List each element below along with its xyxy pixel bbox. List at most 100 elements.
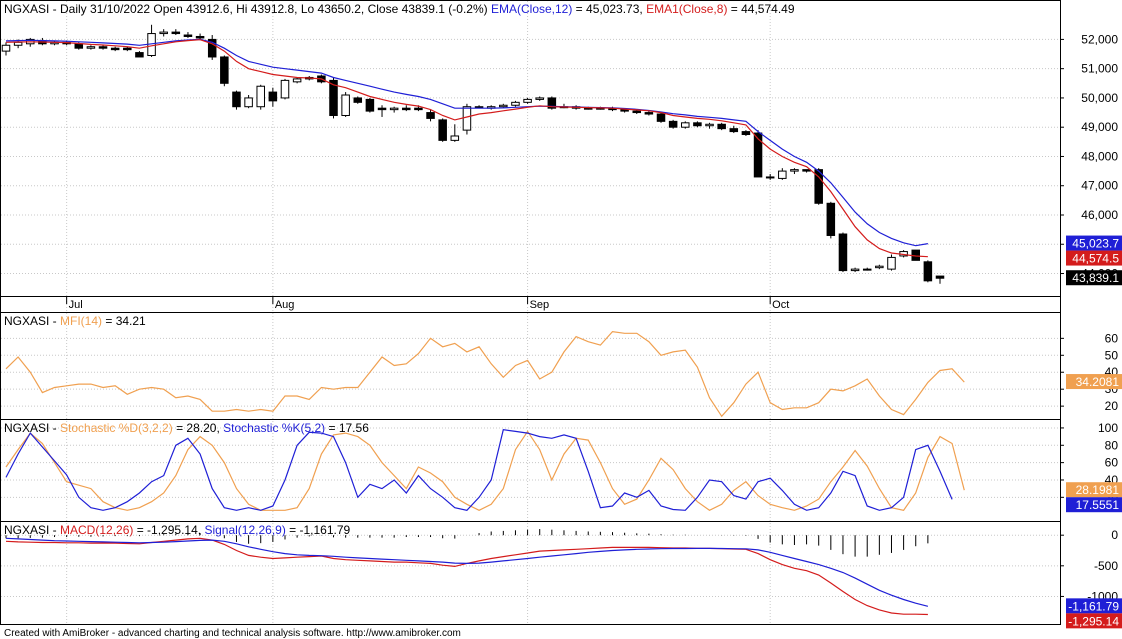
candle-down [426, 112, 435, 119]
stoch-k-line [5, 429, 953, 511]
title-part-2-1: Stochastic %D(3,2,2) [60, 421, 173, 435]
mfi-pane-title: NGXASI - MFI(14) = 34.21 [4, 314, 146, 328]
title-part-2-2: = 28.20, [173, 421, 223, 435]
signal-line [5, 537, 929, 607]
candle-up [159, 31, 168, 35]
candle-down [935, 275, 945, 279]
candle-down [135, 52, 144, 58]
last-value-label: 45,023.7 [1072, 237, 1119, 251]
candle-up [86, 46, 96, 49]
candle-down [826, 202, 836, 236]
candle-down [74, 43, 84, 49]
last-value-label: -1,295.14 [1068, 614, 1119, 628]
candle-down [632, 110, 642, 114]
candle-up [474, 106, 484, 109]
macd-pane-title: NGXASI - MACD(12,26) = -1,295.14, Signal… [4, 523, 351, 537]
candle-up [765, 176, 775, 179]
candle-up [389, 107, 399, 111]
y-tick-label: 52,000 [1081, 32, 1118, 46]
y-tick-label: -500 [1094, 559, 1118, 573]
ema8-line [5, 39, 928, 258]
last-value-label: -1,161.79 [1068, 599, 1119, 613]
title-part-1-1: MFI(14) [60, 314, 102, 328]
candle-down [547, 97, 557, 109]
candle-up [462, 106, 472, 131]
candle-down [923, 261, 933, 282]
candle-down [838, 233, 848, 272]
macd-pane-frame [0, 521, 1061, 625]
y-tick-label: 47,000 [1081, 179, 1118, 193]
candle-up [778, 170, 787, 179]
price-pane-frame [0, 0, 1061, 297]
last-value-label: 34.2081 [1076, 375, 1120, 389]
candle-down [123, 47, 132, 51]
last-value-box [1066, 250, 1122, 266]
y-tick-label: 50,000 [1081, 91, 1118, 105]
title-part-3-3: Signal(12,26,9) [204, 523, 285, 537]
candle-up [280, 79, 290, 99]
title-part-3-4: = -1,161.79 [286, 523, 351, 537]
candle-up [875, 265, 884, 269]
month-label-jul: Jul [69, 299, 83, 311]
title-part-0-4: = 44,574.49 [727, 2, 794, 16]
candle-up [256, 85, 265, 108]
candle-up [681, 122, 690, 128]
last-value-box [1066, 235, 1122, 251]
title-part-3-1: MACD(12,26) [60, 523, 133, 537]
candle-down [693, 122, 702, 127]
last-value-label: 44,574.5 [1072, 252, 1119, 266]
candle-down [741, 131, 751, 136]
last-value-label: 43,839.1 [1072, 271, 1119, 285]
stoch-d-line [5, 430, 965, 511]
y-tick-label: 46,000 [1081, 208, 1118, 222]
candle-up [887, 256, 896, 270]
candle-down [656, 113, 666, 122]
y-tick-label: 51,000 [1081, 62, 1118, 76]
candle-up [341, 94, 350, 116]
candle-up [523, 98, 532, 103]
last-value-box [1066, 598, 1122, 614]
y-tick-label: 50 [1105, 348, 1119, 362]
month-label-sep: Sep [530, 299, 550, 311]
y-tick-label: 100 [1098, 421, 1118, 435]
last-value-box [1066, 482, 1122, 498]
candle-up [450, 135, 460, 141]
title-part-1-0: NGXASI - [4, 314, 60, 328]
candle-down [329, 79, 338, 116]
candle-down [171, 31, 181, 35]
mfi-pane-frame [0, 312, 1061, 420]
y-tick-label: 60 [1105, 456, 1119, 470]
mfi-line [5, 330, 965, 418]
last-value-box [1066, 374, 1122, 390]
title-part-2-0: NGXASI - [4, 421, 60, 435]
candle-down [644, 112, 654, 115]
grid-layer [1, 1, 1064, 624]
candle-up [583, 107, 593, 110]
title-part-0-3: EMA1(Close,8) [646, 2, 727, 16]
candle-up [1, 44, 11, 52]
plot-layer [1, 24, 965, 616]
candle-up [499, 104, 508, 108]
y-tick-label: 60 [1105, 331, 1119, 345]
month-label-aug: Aug [275, 299, 295, 311]
candle-down [814, 169, 823, 204]
candle-up [535, 97, 544, 100]
y-tick-label: 48,000 [1081, 149, 1118, 163]
y-tick-label: 49,000 [1081, 120, 1118, 134]
month-label-oct: Oct [772, 299, 789, 311]
candle-down [414, 107, 423, 111]
candle-down [207, 38, 217, 58]
candle-down [802, 169, 811, 172]
last-value-box [1066, 497, 1122, 513]
title-part-1-2: = 34.21 [102, 314, 146, 328]
candle-down [377, 107, 387, 111]
last-value-label: 17.5551 [1076, 498, 1120, 512]
y-tick-label: 20 [1105, 399, 1119, 413]
candle-down [110, 47, 120, 51]
last-value-box [1066, 270, 1122, 286]
candle-down [717, 123, 726, 130]
candle-down [402, 107, 411, 111]
candle-down [668, 120, 678, 128]
candle-down [183, 34, 193, 37]
